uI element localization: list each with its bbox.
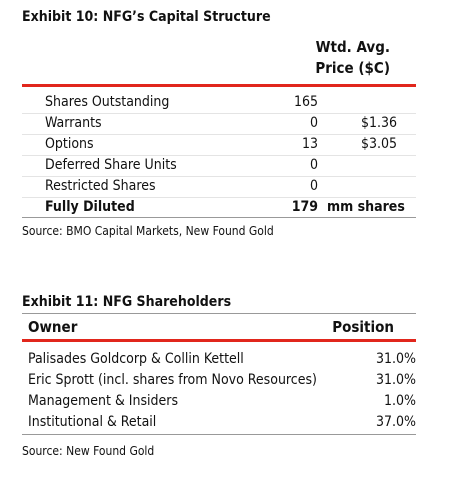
- row-label: Warrants: [45, 115, 102, 131]
- row-value: 0: [309, 115, 318, 131]
- column-header: Price ($C): [315, 59, 390, 77]
- row-price: $1.36: [360, 115, 397, 131]
- column-header: Owner: [28, 318, 78, 336]
- row-label: Deferred Share Units: [45, 157, 177, 173]
- owner-position: 1.0%: [384, 393, 416, 409]
- table-rule: [22, 313, 416, 314]
- total-unit: mm shares: [327, 199, 405, 215]
- owner-name: Palisades Goldcorp & Collin Kettell: [28, 351, 244, 367]
- row-rule: [22, 134, 416, 135]
- row-price: $3.05: [360, 136, 397, 152]
- total-label: Fully Diluted: [45, 199, 135, 215]
- column-header: Position: [332, 318, 394, 336]
- source-note: Source: New Found Gold: [22, 444, 155, 458]
- table-rule: [22, 434, 416, 435]
- header-rule: [22, 84, 416, 87]
- owner-position: 31.0%: [375, 351, 416, 367]
- row-rule: [22, 176, 416, 177]
- row-label: Options: [45, 136, 94, 152]
- owner-position: 31.0%: [375, 372, 416, 388]
- owner-name: Institutional & Retail: [28, 414, 157, 430]
- row-value: 0: [309, 157, 318, 173]
- total-value: 179: [291, 199, 318, 215]
- row-rule: [22, 197, 416, 198]
- owner-name: Management & Insiders: [28, 393, 179, 409]
- row-rule: [22, 155, 416, 156]
- table-rule: [22, 217, 416, 218]
- exhibit-title: Exhibit 11: NFG Shareholders: [22, 294, 232, 310]
- source-note: Source: BMO Capital Markets, New Found G…: [22, 224, 274, 238]
- exhibit-title: Exhibit 10: NFG’s Capital Structure: [22, 9, 271, 25]
- row-value: 165: [293, 94, 318, 110]
- owner-name: Eric Sprott (incl. shares from Novo Reso…: [28, 372, 317, 388]
- row-rule: [22, 113, 416, 114]
- owner-position: 37.0%: [375, 414, 416, 430]
- column-header: Wtd. Avg.: [315, 38, 390, 56]
- row-value: 0: [309, 178, 318, 194]
- row-label: Shares Outstanding: [45, 94, 170, 110]
- header-rule: [22, 339, 416, 342]
- row-label: Restricted Shares: [45, 178, 156, 194]
- row-value: 13: [301, 136, 318, 152]
